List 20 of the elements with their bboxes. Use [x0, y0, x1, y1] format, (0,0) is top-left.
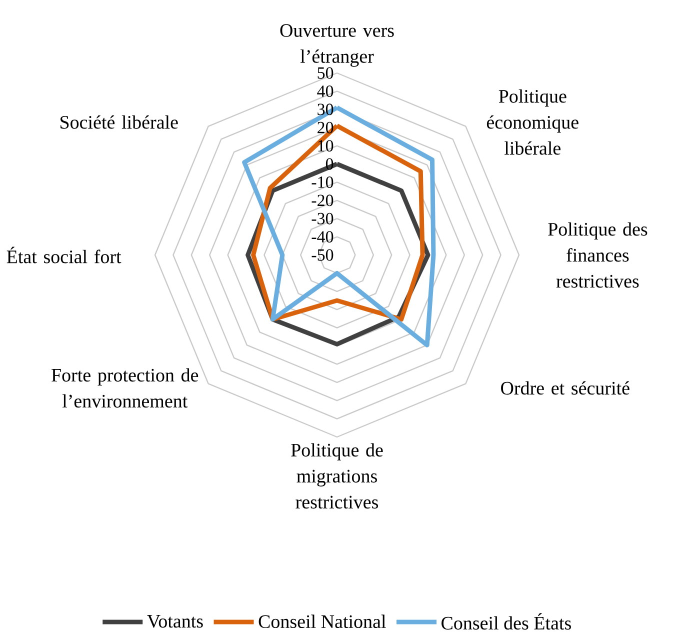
- y-tick-label: 20: [318, 122, 334, 134]
- spoke-label: Ouverture vers l’étranger: [280, 24, 394, 67]
- y-tick-label: -50: [312, 249, 334, 261]
- y-tick-label: -10: [312, 176, 334, 188]
- y-tick-label: 10: [318, 140, 334, 152]
- y-tick-label: -20: [312, 194, 334, 206]
- spoke-label: État social fort: [6, 246, 122, 264]
- spoke-label: Politique des finances restrictives: [548, 222, 648, 288]
- legend-label: Conseil des États: [442, 613, 571, 630]
- y-tick-label: 50: [318, 67, 334, 79]
- spoke-label: Politique de migrations restrictives: [291, 443, 383, 509]
- spoke-label: Société libérale: [60, 115, 178, 129]
- y-tick-label: 40: [317, 85, 334, 97]
- spoke-label: Ordre et sécurité: [501, 381, 630, 395]
- y-tick-label: -30: [312, 212, 334, 224]
- legend-label: Conseil National: [258, 614, 386, 628]
- spoke-label: Politique économique libérale: [486, 89, 578, 155]
- y-tick-label: -40: [312, 231, 334, 243]
- spoke-label: Forte protection de l’environnement: [52, 368, 198, 408]
- legend-label: Votants: [147, 615, 203, 628]
